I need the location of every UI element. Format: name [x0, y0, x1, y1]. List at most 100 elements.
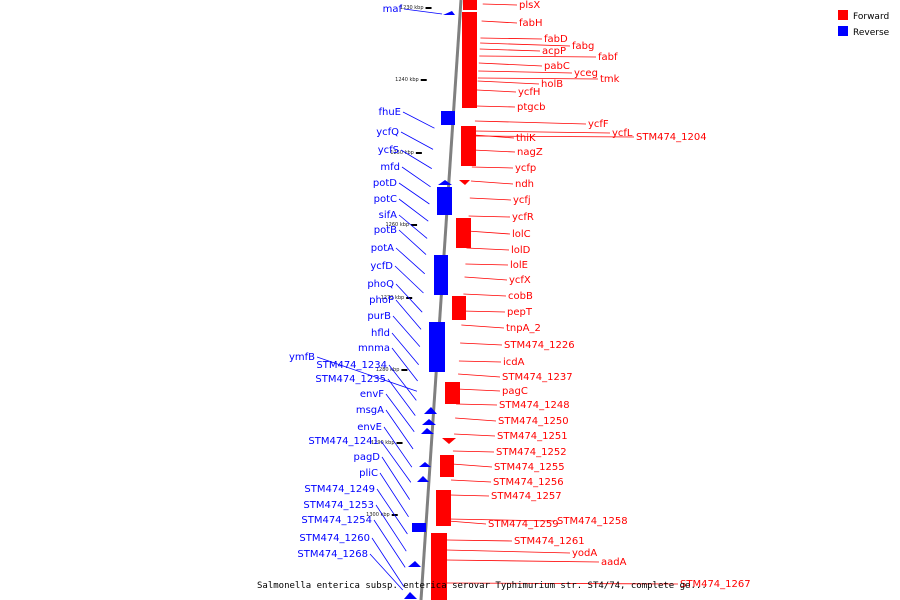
- reverse-gene-leader: [398, 229, 427, 255]
- forward-feature-block: [436, 490, 451, 526]
- forward-gene-leader: [457, 388, 501, 392]
- reverse-feature-block: [417, 476, 429, 482]
- reverse-gene-label: mfd: [380, 162, 400, 173]
- reverse-gene-label: STM474_1268: [297, 549, 368, 560]
- reverse-gene-leader: [383, 426, 413, 468]
- forward-gene-leader: [480, 37, 543, 40]
- forward-gene-leader: [477, 80, 540, 85]
- forward-gene-leader: [452, 463, 493, 468]
- reverse-gene-label: ymfB: [289, 352, 315, 363]
- reverse-gene-leader: [376, 488, 408, 535]
- forward-gene-leader: [465, 263, 509, 266]
- reverse-gene-label: hfld: [371, 328, 390, 339]
- reverse-gene-label: STM474_1234: [316, 360, 387, 371]
- reverse-gene-leader: [373, 519, 406, 568]
- forward-gene-leader: [461, 324, 505, 329]
- scale-tick-mark: [415, 152, 422, 154]
- reverse-gene-label: potD: [373, 178, 397, 189]
- reverse-feature-block: [408, 561, 421, 567]
- forward-feature-block: [440, 455, 454, 477]
- forward-gene-label: ptgcb: [517, 102, 545, 113]
- forward-gene-label: STM474_1259: [488, 519, 559, 530]
- forward-gene-label: yodA: [572, 548, 597, 559]
- forward-gene-leader: [479, 55, 597, 58]
- forward-gene-leader: [480, 42, 571, 47]
- forward-gene-leader: [476, 89, 517, 93]
- forward-feature-block: [445, 382, 460, 404]
- forward-features: [431, 0, 477, 600]
- reverse-gene-leader: [400, 149, 432, 169]
- forward-gene-label: cobB: [508, 291, 533, 302]
- forward-feature-block: [442, 438, 456, 444]
- reverse-feature-block: [404, 592, 417, 599]
- forward-gene-leader: [455, 417, 497, 422]
- forward-feature-block: [463, 0, 477, 10]
- forward-gene-leader: [481, 20, 518, 24]
- scale-tick-label: 1240 kbp: [395, 77, 419, 83]
- reverse-feature-block: [443, 11, 455, 15]
- gene-leader-lines: [316, 3, 679, 591]
- forward-gene-label: STM474_1250: [498, 416, 569, 427]
- forward-gene-leader: [468, 215, 511, 218]
- forward-gene-leader: [446, 539, 513, 542]
- reverse-gene-label: STM474_1254: [301, 515, 372, 526]
- scale-tick-mark: [420, 79, 427, 81]
- forward-gene-leader: [478, 70, 573, 74]
- forward-gene-label: ycfF: [588, 119, 609, 130]
- forward-gene-label: pabC: [544, 61, 570, 72]
- forward-gene-label: tnpA_2: [506, 323, 541, 334]
- reverse-gene-leader: [402, 111, 435, 129]
- forward-gene-label: lolD: [511, 245, 531, 256]
- forward-gene-leader: [473, 135, 635, 138]
- forward-feature-block: [462, 12, 477, 108]
- forward-gene-label: ycfH: [518, 87, 540, 98]
- scale-tick-label: 1230 kbp: [400, 5, 424, 11]
- reverse-gene-label: STM474_1235: [315, 374, 386, 385]
- reverse-gene-leader: [398, 198, 429, 222]
- forward-gene-leader: [460, 342, 503, 346]
- reverse-features: [404, 11, 455, 599]
- reverse-feature-block: [412, 523, 426, 532]
- forward-gene-label: STM474_1248: [499, 400, 570, 411]
- reverse-gene-leader: [388, 364, 417, 401]
- reverse-gene-leader: [391, 332, 419, 366]
- sequence-caption: Salmonella enterica subsp. enterica sero…: [257, 581, 707, 591]
- forward-gene-label: fabg: [572, 41, 594, 52]
- reverse-gene-label: purB: [367, 311, 391, 322]
- forward-gene-leader: [446, 549, 571, 554]
- forward-gene-leader: [452, 450, 495, 453]
- forward-gene-label: nagZ: [517, 147, 543, 158]
- forward-gene-label: ycfj: [513, 195, 531, 206]
- forward-gene-leader: [470, 180, 514, 185]
- reverse-gene-label: STM474_1241: [308, 436, 379, 447]
- forward-gene-leader: [474, 130, 611, 134]
- forward-gene-label: STM474_1261: [514, 536, 585, 547]
- forward-gene-leader: [482, 3, 518, 6]
- forward-gene-leader: [444, 582, 679, 585]
- forward-gene-leader: [473, 134, 515, 139]
- forward-gene-leader: [474, 120, 587, 125]
- forward-gene-label: ndh: [515, 179, 534, 190]
- reverse-gene-leader: [403, 8, 443, 15]
- forward-gene-leader: [458, 373, 501, 378]
- forward-gene-leader: [466, 247, 510, 251]
- forward-gene-label: acpP: [542, 46, 566, 57]
- forward-gene-label: lolE: [510, 260, 528, 271]
- reverse-feature-block: [424, 407, 437, 414]
- reverse-gene-leader: [395, 247, 426, 275]
- legend: Forward Reverse: [838, 10, 890, 38]
- reverse-gene-leader: [385, 393, 415, 433]
- forward-gene-label: STM474_1237: [502, 372, 573, 383]
- forward-gene-leader: [478, 62, 543, 67]
- scale-tick-label: 1300 kbp: [366, 512, 390, 518]
- reverse-gene-leader: [387, 378, 416, 416]
- forward-gene-leader: [463, 293, 507, 297]
- legend-label-reverse: Reverse: [853, 28, 890, 38]
- reverse-gene-leader: [400, 131, 434, 150]
- forward-gene-label: STM474_1252: [496, 447, 567, 458]
- reverse-gene-leader: [375, 504, 407, 552]
- forward-gene-label: lolC: [512, 229, 531, 240]
- forward-gene-leader: [462, 310, 506, 313]
- reverse-feature-block: [441, 111, 455, 125]
- forward-gene-label: STM474_1226: [504, 340, 575, 351]
